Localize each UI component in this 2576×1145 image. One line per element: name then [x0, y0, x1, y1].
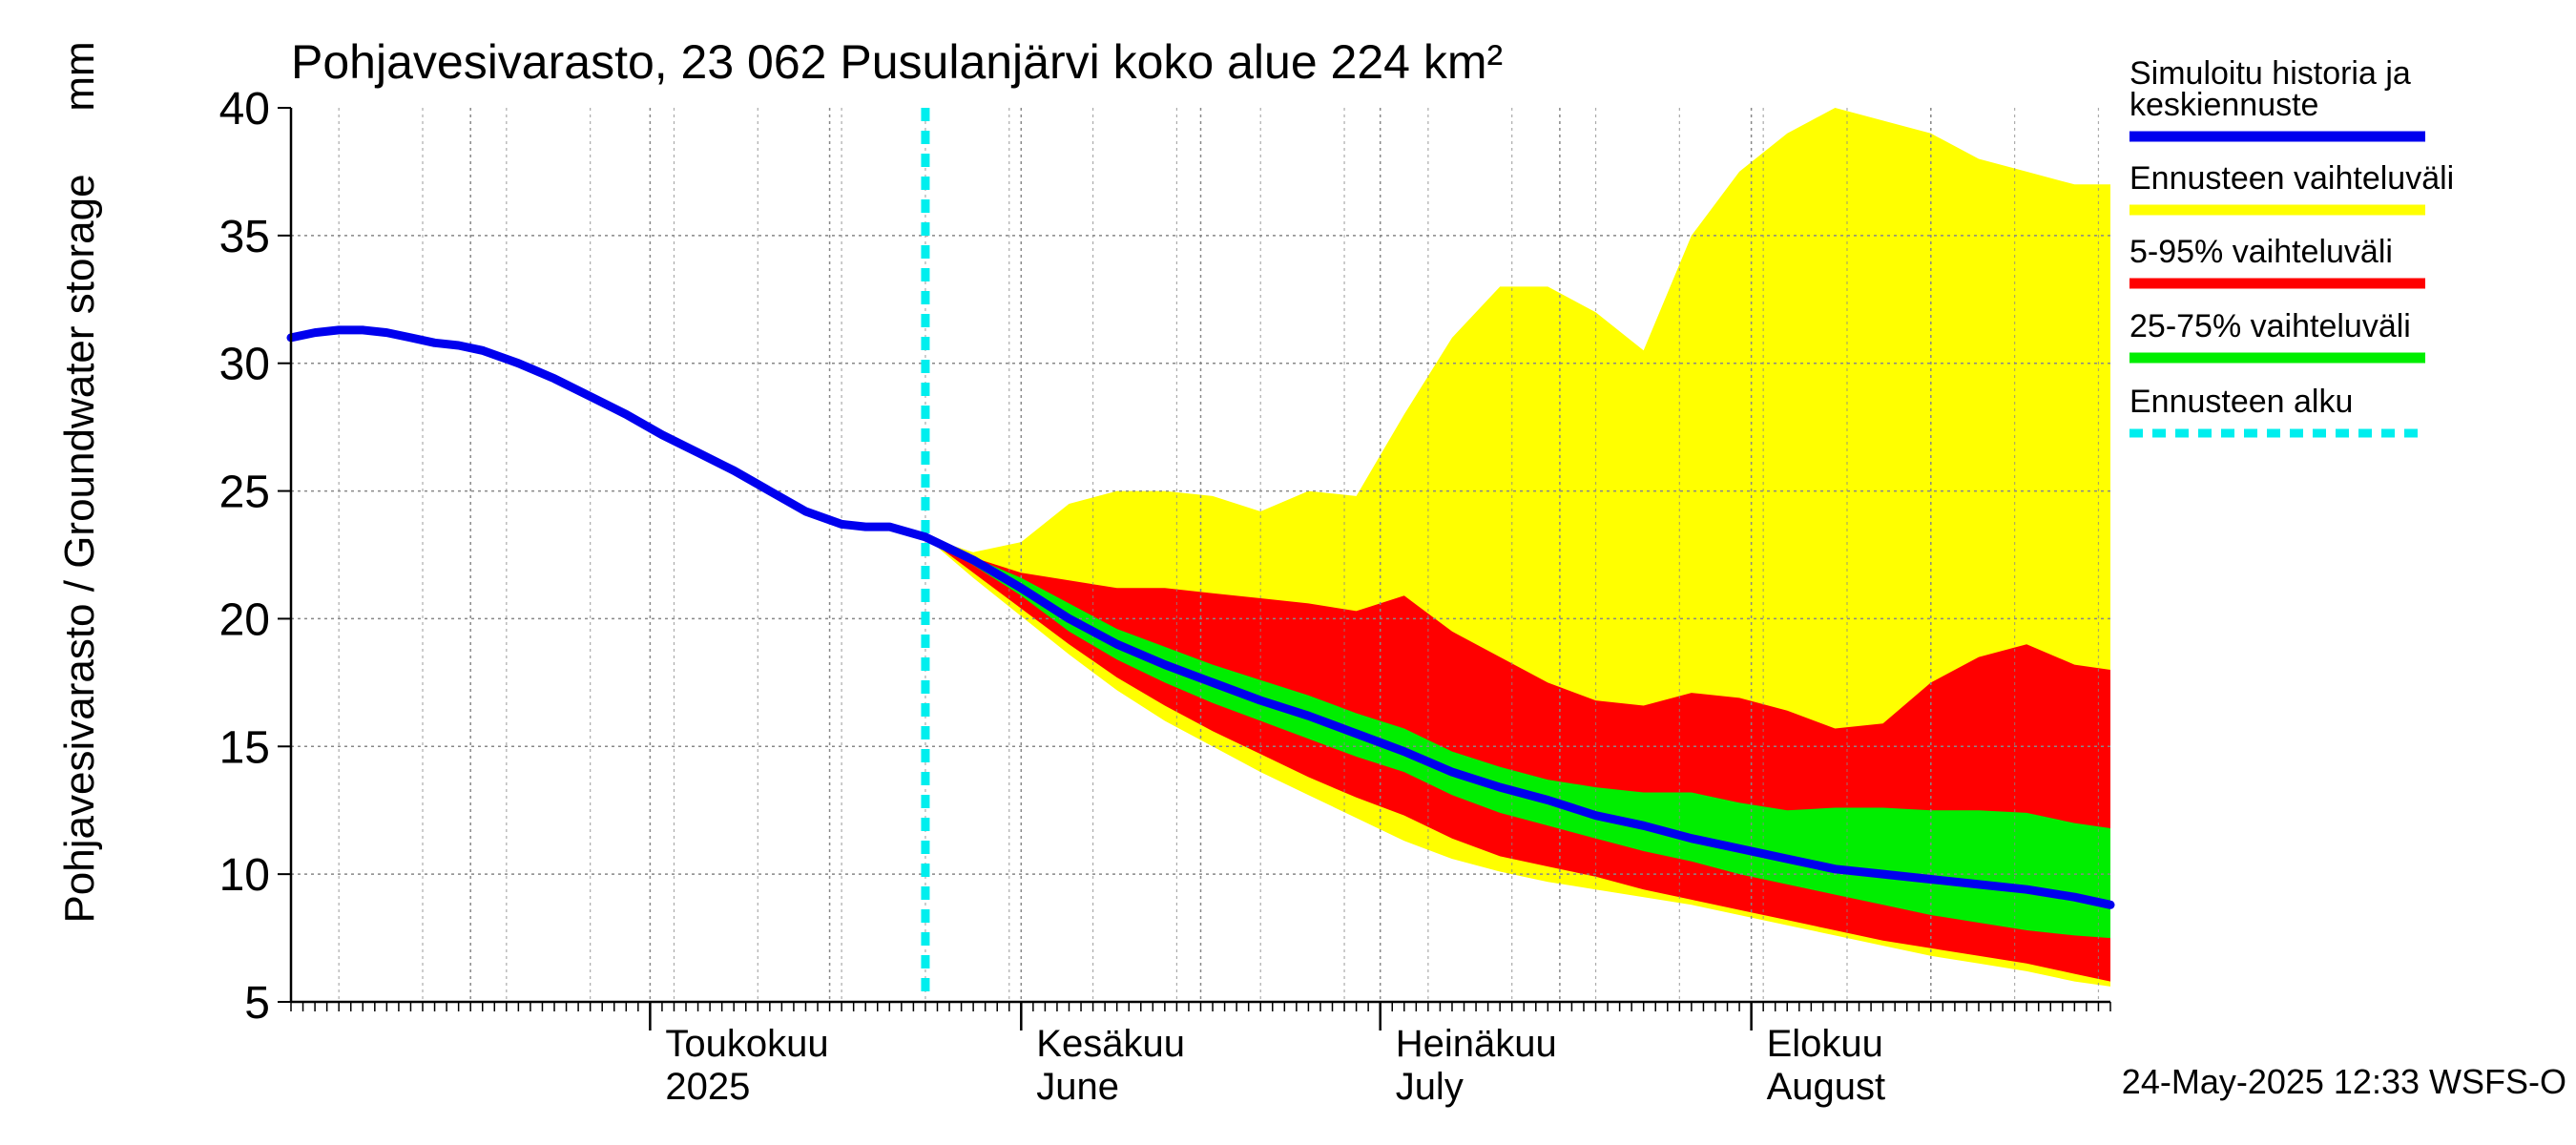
history-line: [286, 325, 930, 542]
x-month-sublabel: 2025: [665, 1066, 750, 1108]
y-tick-label: 30: [219, 340, 270, 390]
chart-title: Pohjavesivarasto, 23 062 Pusulanjärvi ko…: [291, 35, 1503, 89]
x-month-sublabel: July: [1396, 1066, 1464, 1108]
x-month-label: Heinäkuu: [1396, 1023, 1557, 1065]
legend-label: 25-75% vaihteluväli: [2129, 308, 2411, 344]
legend-label: 5-95% vaihteluväli: [2129, 234, 2393, 270]
median-forecast-line: [921, 532, 2115, 909]
band-25-75: [924, 536, 2110, 939]
axes: 510152025303540Toukokuu2025KesäkuuJuneHe…: [219, 84, 2111, 1108]
grid-lines: [291, 108, 2110, 1002]
legend-label-line2: keskiennuste: [2129, 87, 2318, 123]
timestamp: 24-May-2025 12:33 WSFS-O: [2122, 1062, 2566, 1101]
x-month-label: Toukokuu: [665, 1023, 828, 1065]
forecast-bands: [924, 108, 2110, 987]
legend-label: Ennusteen alku: [2129, 384, 2353, 420]
legend-label: Ennusteen vaihteluväli: [2129, 160, 2454, 197]
x-month-sublabel: June: [1036, 1066, 1119, 1108]
y-tick-label: 20: [219, 594, 270, 645]
y-axis-unit: mm: [56, 41, 103, 111]
y-tick-label: 15: [219, 722, 270, 773]
y-axis-label: Pohjavesivarasto / Groundwater storage: [56, 174, 103, 923]
y-tick-label: 5: [244, 978, 270, 1029]
y-tick-label: 40: [219, 84, 270, 135]
y-tick-label: 35: [219, 212, 270, 262]
y-tick-label: 10: [219, 850, 270, 901]
legend-label: Simuloitu historia ja: [2129, 55, 2411, 92]
y-tick-label: 25: [219, 468, 270, 518]
x-month-label: Elokuu: [1767, 1023, 1883, 1065]
series-lines: [286, 108, 2115, 1002]
x-month-label: Kesäkuu: [1036, 1023, 1185, 1065]
x-month-sublabel: August: [1767, 1066, 1886, 1108]
